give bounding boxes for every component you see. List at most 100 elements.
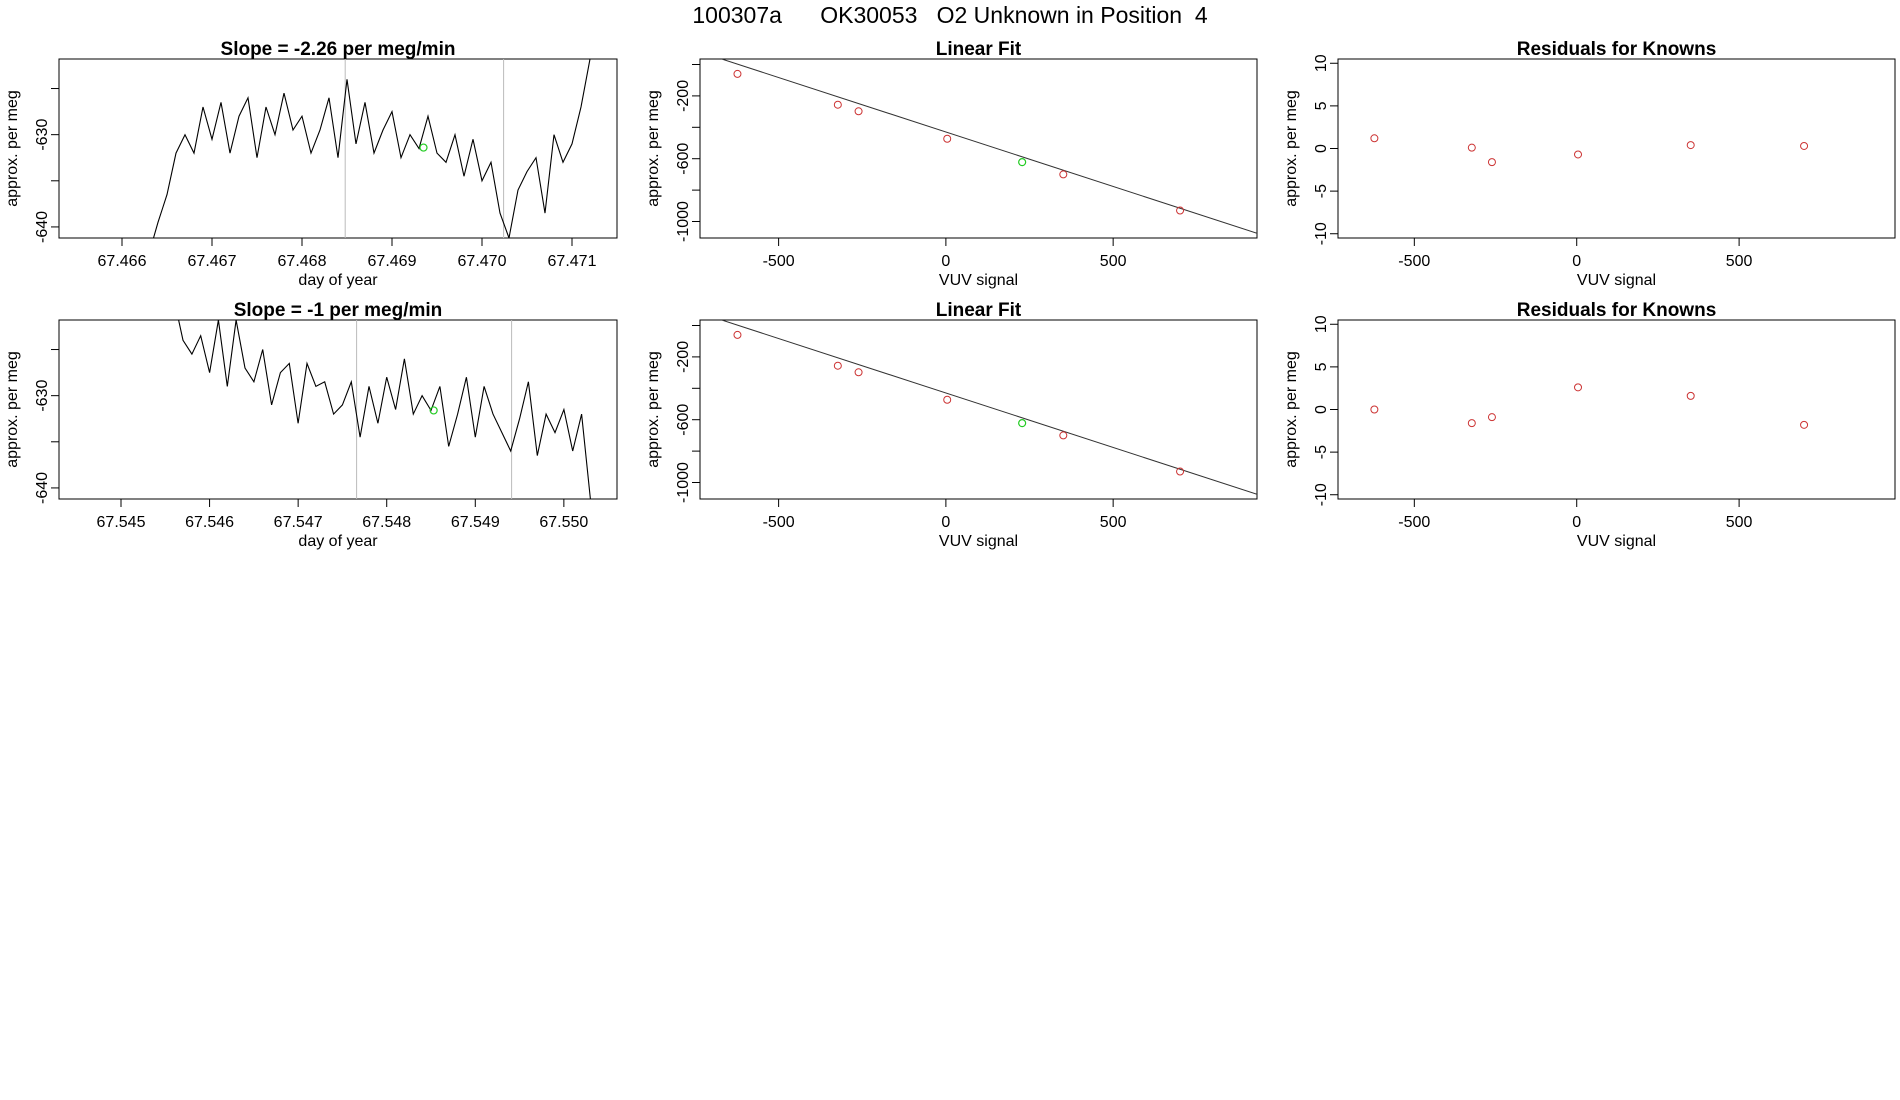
- data-point: [1686, 391, 1695, 400]
- chart-title: Slope = -1 per meg/min: [234, 300, 443, 321]
- x-tick-label: 67.471: [548, 253, 597, 270]
- y-axis-label: approx. per meg: [1283, 90, 1300, 207]
- fit-line: [721, 59, 1257, 234]
- fit-line: [721, 320, 1257, 495]
- x-tick-label: 67.466: [98, 253, 147, 270]
- y-tick-label: -640: [34, 472, 51, 504]
- x-tick-label: -500: [1398, 253, 1430, 270]
- plot-frame: [58, 58, 618, 239]
- x-axis-label: day of year: [298, 272, 378, 289]
- data-point: [1487, 413, 1496, 422]
- y-tick-label: 10: [1313, 54, 1330, 72]
- y-tick-label: -5: [1313, 184, 1330, 198]
- plot-frame: [699, 319, 1258, 500]
- y-tick-label: -630: [34, 119, 51, 151]
- highlight-point: [1018, 419, 1027, 428]
- x-tick-label: 500: [1100, 253, 1127, 270]
- x-axis-label: VUV signal: [939, 272, 1018, 289]
- y-axis-label: approx. per meg: [4, 351, 21, 468]
- y-tick-label: 10: [1313, 315, 1330, 333]
- x-tick-label: 0: [1572, 253, 1581, 270]
- highlight-point: [419, 143, 428, 152]
- y-tick-label: -600: [675, 143, 692, 175]
- x-tick-label: 67.546: [185, 514, 234, 531]
- plot-frame: [699, 58, 1258, 239]
- y-tick-label: -10: [1313, 483, 1330, 506]
- data-point: [1467, 143, 1476, 152]
- chart-6: Residuals for Knowns -500 0 500 -10 -5 0 5 10 VUV…: [1283, 300, 1896, 550]
- y-tick-label: 0: [1313, 144, 1330, 153]
- chart-title: Residuals for Knowns: [1517, 39, 1717, 60]
- data-point: [1800, 420, 1809, 429]
- y-tick-label: -600: [675, 404, 692, 436]
- data-point: [943, 395, 952, 404]
- data-point: [1059, 431, 1068, 440]
- plot-area: [152, 59, 591, 238]
- plot-area: [1370, 134, 1809, 167]
- x-axis-label: VUV signal: [1577, 272, 1656, 289]
- y-tick-label: 5: [1313, 362, 1330, 371]
- plot-area: [1370, 383, 1809, 429]
- x-tick-label: 67.548: [362, 514, 411, 531]
- data-point: [1176, 206, 1185, 215]
- y-tick-label: 5: [1313, 101, 1330, 110]
- y-axis-label: approx. per meg: [645, 90, 662, 207]
- x-tick-label: 500: [1100, 514, 1127, 531]
- x-tick-label: 67.549: [451, 514, 500, 531]
- y-tick-label: -1000: [675, 462, 692, 503]
- plot-frame: [58, 319, 618, 500]
- x-axis-label: VUV signal: [1577, 533, 1656, 550]
- data-point: [1467, 419, 1476, 428]
- data-point: [1686, 141, 1695, 150]
- data-point: [733, 330, 742, 339]
- plot-frame: [1337, 58, 1896, 239]
- y-tick-label: -1000: [675, 201, 692, 242]
- plot-frame: [1337, 319, 1896, 500]
- data-point: [833, 361, 842, 370]
- data-point: [1487, 158, 1496, 167]
- series-line: [152, 59, 591, 238]
- x-tick-label: 67.547: [274, 514, 323, 531]
- y-tick-label: -5: [1313, 445, 1330, 459]
- plot-area: [721, 320, 1257, 495]
- x-tick-label: 0: [1572, 514, 1581, 531]
- highlight-point: [1018, 158, 1027, 167]
- highlight-point: [429, 406, 438, 415]
- y-tick-label: 0: [1313, 405, 1330, 414]
- data-point: [1574, 150, 1583, 159]
- y-tick-label: -200: [675, 341, 692, 373]
- y-tick-label: -630: [34, 380, 51, 412]
- y-tick-label: -10: [1313, 222, 1330, 245]
- x-axis-label: day of year: [298, 533, 378, 550]
- chart-3: Residuals for Knowns -500 0 500 -10 -5 0 5 10 VUV…: [1283, 39, 1896, 289]
- x-tick-label: 67.545: [97, 514, 146, 531]
- x-tick-label: 500: [1726, 514, 1753, 531]
- chart-title: Linear Fit: [936, 39, 1022, 60]
- x-tick-label: -500: [763, 514, 795, 531]
- x-tick-label: 67.469: [368, 253, 417, 270]
- x-tick-label: -500: [1398, 514, 1430, 531]
- chart-title: Residuals for Knowns: [1517, 300, 1717, 321]
- y-tick-label: -200: [675, 80, 692, 112]
- chart-title: Slope = -2.26 per meg/min: [221, 39, 456, 60]
- data-point: [1370, 134, 1379, 143]
- x-tick-label: 67.467: [188, 253, 237, 270]
- x-tick-label: 67.550: [539, 514, 588, 531]
- chart-4: Slope = -1 per meg/min 67.545 67.546 67.547…: [4, 300, 618, 550]
- y-axis-label: approx. per meg: [1283, 351, 1300, 468]
- page-title: 100307a OK30053 O2 Unknown in Position 4: [692, 2, 1208, 28]
- data-point: [833, 100, 842, 109]
- data-point: [1574, 383, 1583, 392]
- series-line: [178, 320, 591, 499]
- y-tick-label: -640: [34, 211, 51, 243]
- chart-2: Linear Fit -500 0 500 -1000 -600 -200 VUV signa…: [645, 39, 1258, 289]
- data-point: [1800, 141, 1809, 150]
- x-axis-label: VUV signal: [939, 533, 1018, 550]
- data-point: [733, 69, 742, 78]
- x-tick-label: -500: [763, 253, 795, 270]
- x-tick-label: 0: [941, 253, 950, 270]
- plot-area: [721, 59, 1257, 234]
- x-tick-label: 0: [941, 514, 950, 531]
- data-point: [943, 134, 952, 143]
